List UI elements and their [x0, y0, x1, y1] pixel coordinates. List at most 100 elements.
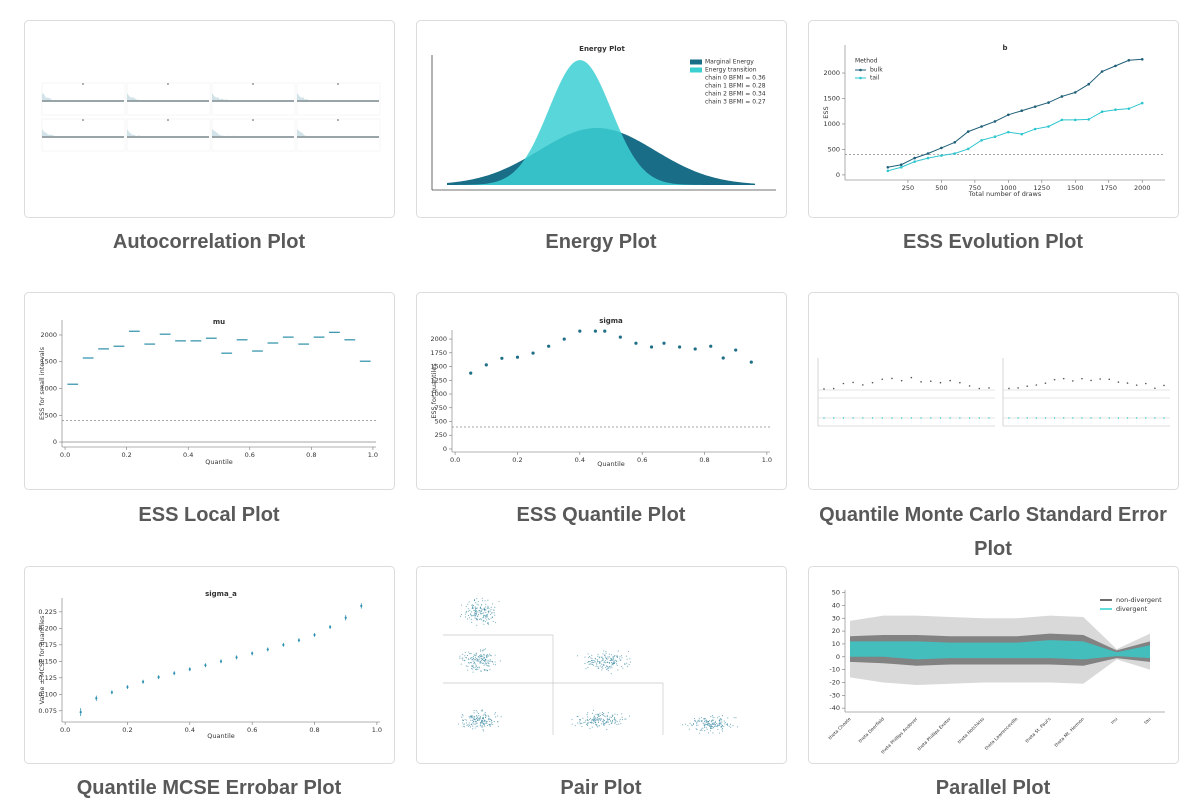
pair-dot — [467, 658, 470, 660]
pair-dot — [710, 728, 712, 730]
pair-dot — [471, 607, 473, 610]
mcse-dot — [1145, 417, 1147, 419]
pair-dot — [695, 728, 697, 730]
pair-dot — [599, 662, 601, 664]
mcse-dot — [1044, 382, 1047, 384]
mcse-dot — [1053, 417, 1056, 419]
y-tick-label: 30 — [832, 614, 840, 622]
series-point — [886, 165, 890, 169]
pair-dot — [614, 713, 616, 715]
pair-dot — [497, 725, 499, 728]
pair-dot — [584, 656, 586, 658]
pair-dot — [488, 662, 490, 665]
pair-dot — [720, 726, 722, 728]
y-tick-label: 0.075 — [38, 707, 57, 715]
pair-dot — [473, 600, 476, 602]
pair-dot — [694, 719, 696, 721]
pair-dot — [468, 651, 470, 653]
pair-dot — [693, 722, 695, 724]
pair-dot — [475, 658, 477, 660]
card — [24, 292, 395, 490]
pair-dot — [470, 652, 472, 655]
y-tick-label: 1000 — [40, 385, 57, 393]
pair-dot — [498, 600, 500, 602]
series-point — [966, 130, 970, 133]
pair-dot — [624, 718, 626, 720]
quantile-point — [578, 329, 582, 333]
pair-dot — [475, 717, 477, 720]
pair-dot — [611, 659, 613, 661]
pair-dot — [483, 657, 485, 659]
pair-dot — [478, 656, 480, 658]
pair-dot — [463, 723, 465, 725]
series-point — [940, 146, 943, 150]
pair-dot — [461, 714, 463, 716]
pair-dot — [601, 660, 603, 662]
pair-dot — [592, 722, 594, 725]
y-tick-label: 0 — [443, 445, 447, 453]
pair-dot — [470, 613, 472, 615]
pair-dot — [487, 719, 489, 721]
series-point — [993, 135, 997, 138]
pair-dot — [605, 722, 607, 724]
pair-dot — [473, 717, 476, 719]
pair-dot — [709, 730, 711, 732]
pair-dot — [718, 715, 720, 717]
series-point — [1060, 118, 1064, 122]
pair-dot — [606, 668, 608, 670]
pair-dot — [700, 728, 703, 730]
pair-dot — [601, 656, 603, 658]
pair-dot — [604, 715, 606, 717]
pair-dot — [484, 669, 486, 671]
pair-dot — [723, 725, 725, 727]
x-tick-label: 1500 — [1067, 184, 1084, 192]
pair-dot — [473, 712, 475, 714]
pair-dot — [591, 658, 593, 660]
pair-dot — [469, 609, 471, 612]
pair-dot — [596, 723, 598, 725]
pair-dot — [707, 732, 709, 734]
pair-dot — [465, 605, 467, 608]
pair-dot — [480, 659, 482, 661]
pair-dot — [603, 719, 605, 722]
quantile-point — [749, 360, 753, 364]
pair-dot — [488, 618, 490, 621]
plot-title: b — [1002, 44, 1007, 52]
pair-dot — [473, 667, 475, 669]
pair-dot — [629, 658, 631, 660]
pair-dot — [577, 722, 579, 724]
pair-dot — [489, 613, 492, 615]
pair-dot — [702, 718, 705, 720]
y-tick-label: 1000 — [430, 390, 447, 398]
pair-dot — [596, 659, 598, 661]
pair-dot — [596, 724, 598, 727]
pair-dot — [588, 718, 591, 720]
pair-dot — [726, 723, 729, 725]
pair-dot — [610, 716, 612, 718]
pair-dot — [472, 660, 474, 662]
pair-dot — [494, 716, 496, 718]
pair-dot — [477, 615, 479, 617]
pair-dot — [471, 665, 473, 667]
legend-label: bulk — [870, 67, 883, 74]
y-tick-label: 0.225 — [38, 608, 57, 616]
pair-dot — [483, 619, 485, 621]
pair-dot — [479, 661, 481, 663]
pair-dot — [473, 663, 475, 665]
mcse-dot — [1154, 417, 1156, 419]
pair-dot — [490, 606, 492, 608]
pair-dot — [457, 723, 460, 725]
mcse-point — [297, 639, 301, 642]
pair-dot — [471, 611, 473, 613]
pair-dot — [462, 725, 464, 727]
x-tick-label: 1.0 — [372, 726, 382, 734]
pair-dot — [598, 715, 600, 717]
mcse-dot — [1154, 387, 1156, 390]
y-axis-label: ESS for quantiles — [430, 363, 438, 419]
pair-dot — [705, 727, 707, 729]
pair-dot — [474, 606, 476, 608]
pair-dot — [484, 600, 486, 602]
pair-dot — [591, 726, 593, 728]
pair-dot — [605, 652, 607, 654]
pair-dot — [695, 724, 698, 726]
